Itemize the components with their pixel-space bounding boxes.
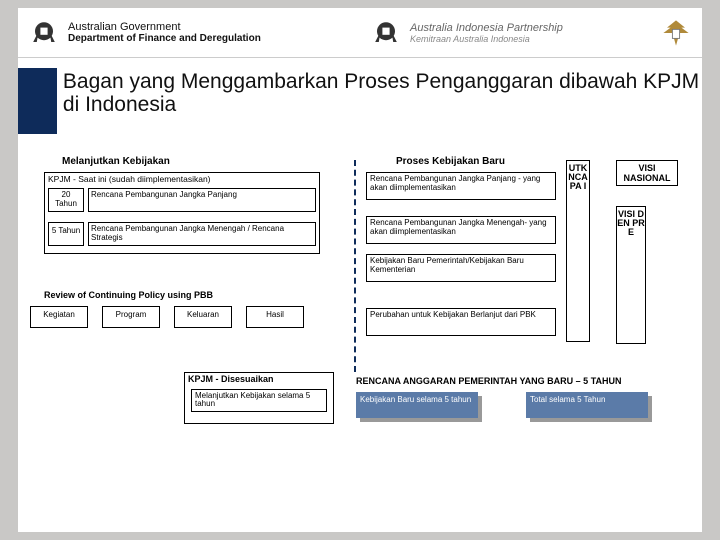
right-box-2: Rencana Pembangunan Jangka Menengah- yan… bbox=[366, 216, 556, 244]
right-box-3: Kebijakan Baru Pemerintah/Kebijakan Baru… bbox=[366, 254, 556, 282]
page-title: Bagan yang Menggambarkan Proses Pengangg… bbox=[63, 68, 702, 134]
header-right-text: Australia Indonesia Partnership Kemitraa… bbox=[410, 22, 563, 44]
kpjm-current-label: KPJM - Saat ini (sudah diimplementasikan… bbox=[48, 174, 211, 184]
vcol-1-text: UTK NCAPA I bbox=[567, 164, 589, 191]
newplan-box-1: Kebijakan Baru selama 5 tahun bbox=[356, 392, 478, 418]
hdr-right-line2: Kemitraan Australia Indonesia bbox=[410, 34, 563, 44]
kpjm-adjusted-box: KPJM - Disesuaikan Melanjutkan Kebijakan… bbox=[184, 372, 334, 424]
header-left: Australian Government Department of Fina… bbox=[18, 8, 360, 57]
row2-text: Rencana Pembangunan Jangka Menengah / Re… bbox=[88, 222, 316, 246]
hdr-left-line1: Australian Government bbox=[68, 21, 261, 33]
kpjm-adjusted-inner: Melanjutkan Kebijakan selama 5 tahun bbox=[191, 389, 327, 412]
vcol-2: VISI NASIONAL bbox=[616, 160, 678, 186]
vcol-1: UTK NCAPA I bbox=[566, 160, 590, 342]
right-box-4: Perubahan untuk Kebijakan Berlanjut dari… bbox=[366, 308, 556, 336]
box-kegiatan: Kegiatan bbox=[30, 306, 88, 328]
box-hasil: Hasil bbox=[246, 306, 304, 328]
box-keluaran: Keluaran bbox=[174, 306, 232, 328]
newplan-box-2: Total selama 5 Tahun bbox=[526, 392, 648, 418]
slide: Australian Government Department of Fina… bbox=[18, 8, 702, 532]
header: Australian Government Department of Fina… bbox=[18, 8, 702, 58]
box-program: Program bbox=[102, 306, 160, 328]
right-heading: Proses Kebijakan Baru bbox=[396, 156, 505, 167]
row2-duration: 5 Tahun bbox=[48, 222, 84, 246]
center-divider bbox=[354, 160, 356, 372]
aus-crest-icon-2 bbox=[368, 15, 404, 51]
kpjm-adjusted-title: KPJM - Disesuaikan bbox=[188, 374, 274, 384]
kpjm-current-box: KPJM - Saat ini (sudah diimplementasikan… bbox=[44, 172, 320, 254]
diagram: Melanjutkan Kebijakan KPJM - Saat ini (s… bbox=[18, 154, 702, 464]
left-heading: Melanjutkan Kebijakan bbox=[62, 156, 170, 167]
vcol-3: VISI DEN PRE bbox=[616, 206, 646, 344]
review-heading: Review of Continuing Policy using PBB bbox=[44, 290, 213, 300]
header-left-text: Australian Government Department of Fina… bbox=[68, 21, 261, 44]
title-row: Bagan yang Menggambarkan Proses Pengangg… bbox=[18, 68, 702, 134]
title-accent bbox=[18, 68, 57, 134]
vcol-3-text: VISI DEN PRE bbox=[617, 210, 645, 237]
hdr-right-line1: Australia Indonesia Partnership bbox=[410, 22, 563, 34]
garuda-icon bbox=[658, 15, 694, 51]
hdr-left-line2: Department of Finance and Deregulation bbox=[68, 33, 261, 44]
right-box-1: Rencana Pembangunan Jangka Panjang - yan… bbox=[366, 172, 556, 200]
row1-duration: 20 Tahun bbox=[48, 188, 84, 212]
row1-text: Rencana Pembangunan Jangka Panjang bbox=[88, 188, 316, 212]
aus-crest-icon bbox=[26, 15, 62, 51]
newplan-title: RENCANA ANGGARAN PEMERINTAH YANG BARU – … bbox=[356, 376, 622, 386]
header-right: Australia Indonesia Partnership Kemitraa… bbox=[360, 8, 702, 57]
